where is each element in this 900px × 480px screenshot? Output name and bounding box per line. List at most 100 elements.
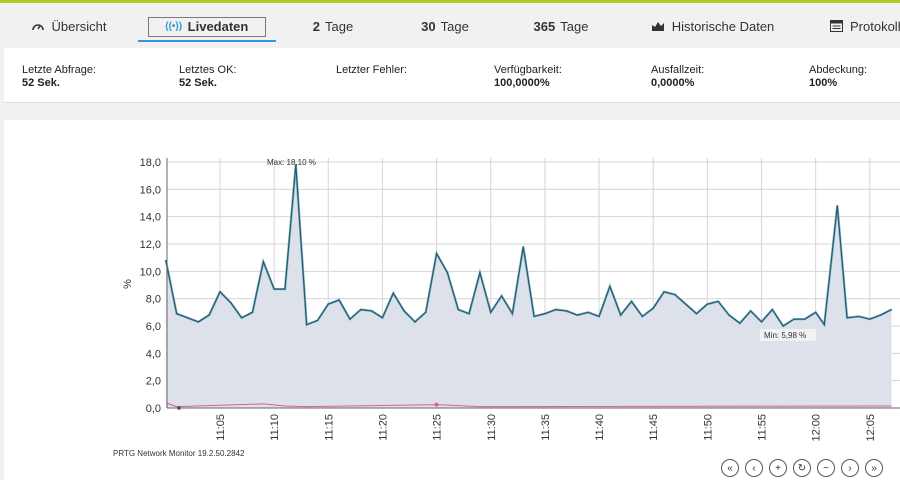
y-tick-label: 14,0	[140, 212, 161, 224]
stat-label: Ausfallzeit:	[651, 64, 705, 76]
series-point	[533, 315, 535, 318]
x-tick-label: 11:25	[432, 414, 444, 441]
min-annotation: Min: 5,98 %	[764, 331, 806, 340]
tab-label: Historische Daten	[671, 18, 775, 34]
series-point	[316, 319, 319, 322]
series-point	[846, 317, 848, 319]
tab-historic[interactable]: Historische Daten	[642, 13, 782, 39]
tab-log[interactable]: Protokoll	[828, 13, 900, 39]
tab-label: Protokoll	[850, 18, 900, 34]
series-point	[186, 317, 189, 319]
zoom-out-button[interactable]: −	[817, 459, 835, 477]
footer-version: PRTG Network Monitor 19.2.50.2842	[113, 449, 245, 458]
tab-30-days[interactable]: 30 Tage	[408, 13, 482, 39]
x-tick-label: 11:50	[702, 414, 714, 441]
x-tick-label: 11:35	[540, 414, 552, 441]
series-point	[641, 315, 643, 318]
series-point	[555, 309, 557, 311]
x-tick-label: 11:20	[377, 414, 389, 441]
x-tick-label: 11:45	[648, 414, 660, 441]
y-tick-label: 0,0	[146, 403, 161, 415]
stat-value: 52 Sek.	[179, 77, 217, 89]
y-tick-label: 16,0	[140, 184, 161, 196]
series-point	[598, 315, 600, 318]
max-annotation: Max: 18,10 %	[267, 158, 316, 167]
series-point	[414, 321, 416, 323]
tab-label: Livedaten	[187, 18, 249, 34]
series-point	[338, 299, 340, 301]
stat-value: 52 Sek.	[22, 77, 60, 89]
series-point	[403, 310, 405, 312]
series-point	[490, 311, 492, 313]
series-point	[511, 313, 514, 315]
first-page-button[interactable]: «	[721, 459, 739, 477]
series-point	[349, 318, 351, 320]
focus-box	[148, 17, 266, 37]
tab-2-days[interactable]: 2 Tage	[298, 13, 368, 39]
series-point	[823, 324, 825, 326]
next-button[interactable]: ›	[841, 459, 859, 477]
series-point	[609, 285, 611, 287]
series-point	[208, 314, 210, 316]
status-summary: Letzte Abfrage: 52 Sek. Letztes OK: 52 S…	[4, 48, 900, 103]
y-tick-label: 18,0	[140, 157, 161, 169]
series-point	[750, 310, 752, 312]
prev-button[interactable]: ‹	[745, 459, 763, 477]
reset-button[interactable]: ↻	[793, 459, 811, 477]
series-point	[219, 291, 221, 293]
x-tick-label: 11:40	[594, 414, 606, 441]
tab-num: 30	[421, 18, 436, 34]
x-tick-label: 11:15	[323, 414, 335, 441]
tab-overview[interactable]: Übersicht	[18, 13, 118, 39]
stat-last-error: Letzter Fehler:	[336, 64, 407, 77]
x-tick-label: 11:55	[757, 414, 769, 441]
series-point	[544, 313, 546, 315]
tab-live[interactable]: ((•)) Livedaten	[138, 13, 276, 42]
series-point	[587, 311, 589, 313]
series-point	[674, 293, 676, 296]
series-point	[858, 315, 860, 318]
series-point	[728, 314, 730, 316]
series-point	[869, 318, 871, 320]
tab-label: Tage	[560, 18, 589, 34]
y-axis-label: %	[122, 279, 134, 289]
stat-label: Letzte Abfrage:	[22, 64, 96, 76]
series-point	[663, 291, 665, 293]
series-point	[230, 302, 232, 304]
y-tick-label: 4,0	[146, 348, 161, 360]
gauge-icon	[30, 19, 46, 33]
x-tick-label: 12:00	[811, 414, 823, 442]
series-point	[446, 272, 449, 274]
last-page-button[interactable]: »	[865, 459, 883, 477]
series-point	[327, 303, 329, 305]
zoom-in-button[interactable]: +	[769, 459, 787, 477]
series-point	[890, 309, 893, 311]
series-point	[371, 310, 373, 312]
series-line	[165, 164, 892, 327]
series-point	[241, 317, 243, 319]
active-tab-underline	[138, 40, 276, 42]
series-point	[436, 252, 438, 255]
y-tick-label: 10,0	[140, 266, 161, 278]
y-tick-label: 6,0	[146, 321, 161, 333]
x-tick-label: 11:30	[486, 414, 498, 441]
tab-365-days[interactable]: 365 Tage	[522, 13, 600, 39]
area-chart-icon	[650, 19, 666, 33]
series-point	[262, 261, 264, 263]
series-point	[760, 321, 763, 323]
series-point	[306, 324, 308, 326]
stat-label: Letztes OK:	[179, 64, 237, 76]
stat-last-ok: Letztes OK: 52 Sek.	[179, 64, 236, 90]
series-point	[197, 321, 199, 323]
series-point	[360, 309, 362, 311]
stat-value: 0,0000%	[651, 77, 695, 89]
stat-label: Abdeckung:	[809, 64, 868, 76]
series-point	[652, 307, 654, 309]
series-point	[176, 313, 178, 315]
series-point	[295, 164, 297, 166]
x-tick-label: 12:05	[865, 414, 877, 442]
stat-label: Letzter Fehler:	[336, 64, 407, 76]
series-point	[522, 246, 524, 248]
stat-value: 100,0000%	[494, 77, 550, 89]
